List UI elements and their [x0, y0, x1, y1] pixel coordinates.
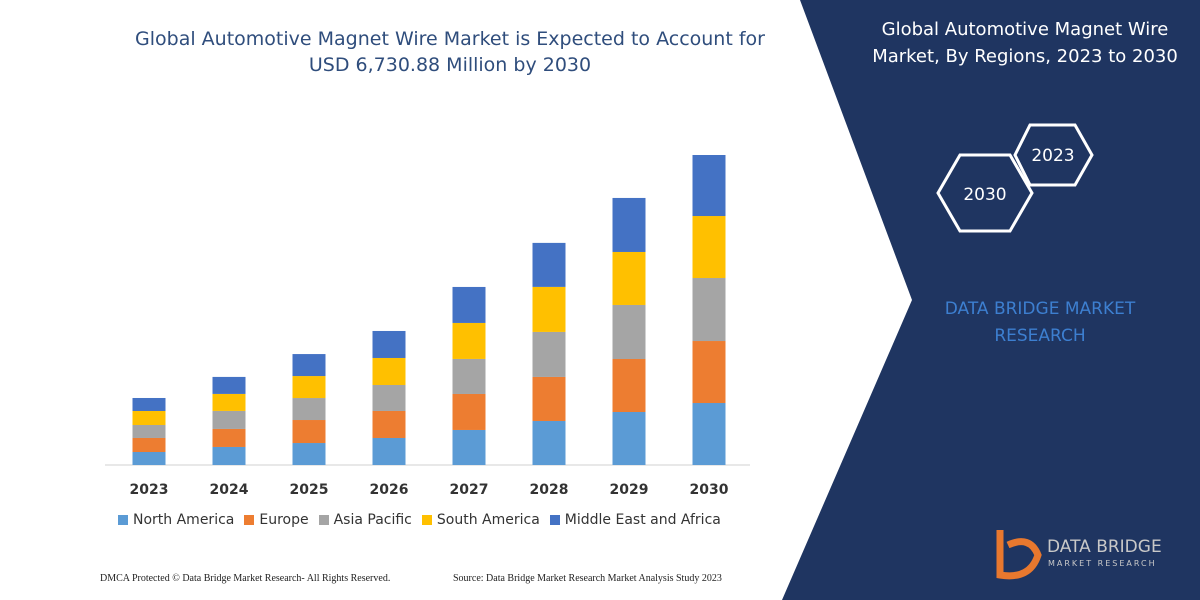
bar-segment [292, 398, 326, 421]
bar-segment [212, 393, 246, 411]
logo-icon [996, 530, 1042, 580]
legend-label: North America [133, 512, 235, 528]
bar-segment [612, 411, 646, 465]
legend-item: Middle East and Africa [549, 512, 721, 528]
bar-segment [132, 410, 166, 425]
logo-sub: MARKET RESEARCH [1048, 559, 1157, 568]
bar-segment [292, 443, 326, 465]
side-panel [782, 0, 1200, 600]
bar-segment [372, 437, 406, 465]
bar-segment [532, 242, 566, 287]
x-tick-label: 2025 [290, 482, 329, 498]
bar-segment [532, 286, 566, 332]
bar-segment [692, 278, 726, 342]
chart-title: Global Automotive Magnet Wire Market is … [135, 28, 765, 76]
x-tick-label: 2027 [450, 482, 489, 498]
legend-item: Asia Pacific [318, 512, 412, 528]
bar-segment [452, 286, 486, 323]
bar-segment [612, 304, 646, 359]
bar-segment [452, 322, 486, 359]
legend-swatch [421, 515, 432, 525]
bar-segment [132, 424, 166, 438]
hexagon [1013, 123, 1094, 187]
legend: North America Europe Asia Pacific South Ame… [118, 512, 721, 528]
brand: DATA BRIDGE MARKET RESEARCH [944, 299, 1136, 346]
bar-segment [292, 354, 326, 377]
bar-segment [692, 341, 726, 404]
legend-swatch [118, 515, 128, 525]
hex-label: 2023 [1031, 146, 1074, 166]
legend-label: Asia Pacific [333, 512, 412, 528]
legend-item: Europe [244, 512, 309, 528]
legend-item: South America [421, 512, 540, 528]
bar-segment [692, 216, 726, 279]
footer-right: Source: Data Bridge Market Research Mark… [453, 573, 722, 584]
bar-segment [452, 429, 486, 465]
x-tick-label: 2029 [610, 482, 649, 498]
bar-segment [532, 420, 566, 465]
bar-segment [692, 403, 726, 465]
legend-label: South America [436, 512, 540, 528]
bar-segment [452, 393, 486, 430]
bar-segment [292, 420, 326, 444]
bar-segment [372, 384, 406, 411]
legend-item: North America [118, 512, 234, 528]
bar-segment [692, 155, 726, 217]
bar-segment [132, 437, 166, 453]
panel-title: Global Automotive Magnet Wire Market, By… [872, 19, 1178, 67]
bar-segment [612, 251, 646, 305]
bar-segment [132, 397, 166, 411]
bar-segment [372, 410, 406, 438]
bar-segment [612, 197, 646, 252]
bar-segment [532, 376, 566, 421]
x-tick-label: 2026 [370, 482, 409, 498]
legend-swatch [318, 515, 329, 525]
legend-swatch [549, 515, 560, 525]
bar-segment [372, 357, 406, 385]
bar-segment [212, 428, 246, 447]
logo-name: DATA BRIDGE [1047, 537, 1162, 557]
bar-segment [532, 331, 566, 377]
bar-segment [372, 330, 406, 358]
x-tick-label: 2030 [690, 482, 729, 498]
x-tick-label: 2028 [530, 482, 569, 498]
hexagon [936, 153, 1034, 233]
bar-segment [452, 358, 486, 394]
hex-label: 2030 [963, 185, 1006, 205]
footer-left: DMCA Protected © Data Bridge Market Rese… [100, 573, 391, 584]
x-tick-label: 2023 [130, 482, 169, 498]
bar-segment [212, 446, 246, 465]
bar-segment [132, 452, 166, 465]
legend-swatch [244, 515, 255, 525]
bar-segment [212, 376, 246, 394]
bar-segment [212, 410, 246, 429]
x-tick-label: 2024 [210, 482, 249, 498]
legend-label: Middle East and Africa [564, 512, 721, 528]
legend-label: Europe [259, 512, 309, 528]
bar-segment [292, 376, 326, 399]
bar-segment [612, 358, 646, 412]
